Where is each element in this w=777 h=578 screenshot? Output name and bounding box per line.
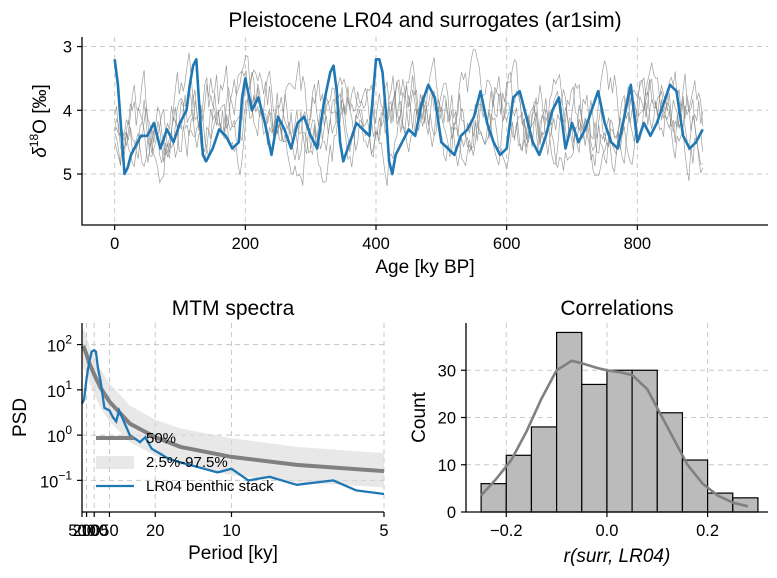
spectra-x-tick-label: 500 xyxy=(68,522,96,540)
timeseries-x-tick-label: 200 xyxy=(232,235,260,253)
timeseries-x-tick-label: 800 xyxy=(624,235,652,253)
spectra-title: MTM spectra xyxy=(172,297,295,320)
legend-swatch-band xyxy=(96,456,134,469)
spectra-y-tick-label: 101 xyxy=(47,378,72,401)
spectra-legend: 50% 2.5%-97.5% LR04 benthic stack xyxy=(96,430,274,495)
timeseries-y-tick-label: 4 xyxy=(63,102,72,120)
surrogate-line xyxy=(114,49,704,186)
corr-x-tick-label: 0.0 xyxy=(595,522,618,540)
correlations-chart: −0.2 0.0 0.2 0 10 20 30 Correlations r(surr, LR0… xyxy=(409,297,768,567)
histogram-bar xyxy=(581,383,608,513)
corr-x-tick-label: 0.2 xyxy=(696,522,719,540)
lr04-line xyxy=(113,58,704,176)
histogram-bar xyxy=(505,454,533,513)
surrogate-line xyxy=(114,57,704,171)
timeseries-x-tick-label: 400 xyxy=(362,235,390,253)
spectra-median-line xyxy=(80,344,385,474)
spectra-x-tick-label: 10 xyxy=(222,522,240,540)
spectra-x-tick-label: 50 xyxy=(100,522,118,540)
corr-y-tick-label: 20 xyxy=(438,410,456,428)
spectra-lr04-line xyxy=(80,348,385,496)
spectra-x-tick-label: 5 xyxy=(379,522,388,540)
spectra-ylabel: PSD xyxy=(10,398,31,437)
legend-label-median: 50% xyxy=(146,430,176,447)
timeseries-xlabel: Age [ky BP] xyxy=(375,257,474,278)
spectra-x-tick-label: 20 xyxy=(146,522,164,540)
timeseries-x-tick-label: 0 xyxy=(110,235,119,253)
histogram-bar xyxy=(631,369,658,513)
timeseries-y-tick-label: 3 xyxy=(63,39,72,57)
timeseries-y-tick-label: 5 xyxy=(63,166,72,184)
spectra-xlabel: Period [ky] xyxy=(188,543,278,564)
histogram-bar xyxy=(656,412,684,513)
surrogate-line xyxy=(114,54,703,187)
histogram-bar xyxy=(555,331,583,513)
histogram-bar xyxy=(480,483,507,513)
corr-y-tick-label: 10 xyxy=(438,457,456,475)
timeseries-x-tick-label: 600 xyxy=(493,235,521,253)
corr-x-tick-label: −0.2 xyxy=(490,522,523,540)
legend-label-band: 2.5%-97.5% xyxy=(146,454,228,471)
spectra-y-tick-label: 10−1 xyxy=(40,468,72,491)
spectra-x-tick-label: 200 xyxy=(73,522,101,540)
corr-y-tick-label: 0 xyxy=(447,504,456,522)
correlations-ylabel: Count xyxy=(409,391,430,442)
timeseries-ylabel: δ18O [‰] xyxy=(27,84,51,158)
histogram-bar xyxy=(606,369,633,513)
correlations-title: Correlations xyxy=(560,297,673,320)
histogram-bar xyxy=(681,459,709,513)
spectra-y-tick-label: 102 xyxy=(47,333,72,356)
kde-line xyxy=(480,359,749,508)
timeseries-title: Pleistocene LR04 and surrogates (ar1sim) xyxy=(228,9,621,32)
histogram-bar xyxy=(530,426,558,513)
corr-y-tick-label: 30 xyxy=(438,362,456,380)
timeseries-chart: 0 200 400 600 800 3 4 5 Pleistocene LR04 and sur… xyxy=(27,9,768,278)
surrogate-line xyxy=(114,60,704,167)
timeseries-spines xyxy=(81,37,768,226)
correlations-xlabel: r(surr, LR04) xyxy=(564,546,671,567)
spectra-x-tick-label: 100 xyxy=(80,522,108,540)
spectra-band xyxy=(82,330,384,488)
surrogate-line xyxy=(114,52,704,183)
spectra-y-tick-label: 100 xyxy=(47,423,72,446)
legend-label-lr04: LR04 benthic stack xyxy=(146,478,274,495)
